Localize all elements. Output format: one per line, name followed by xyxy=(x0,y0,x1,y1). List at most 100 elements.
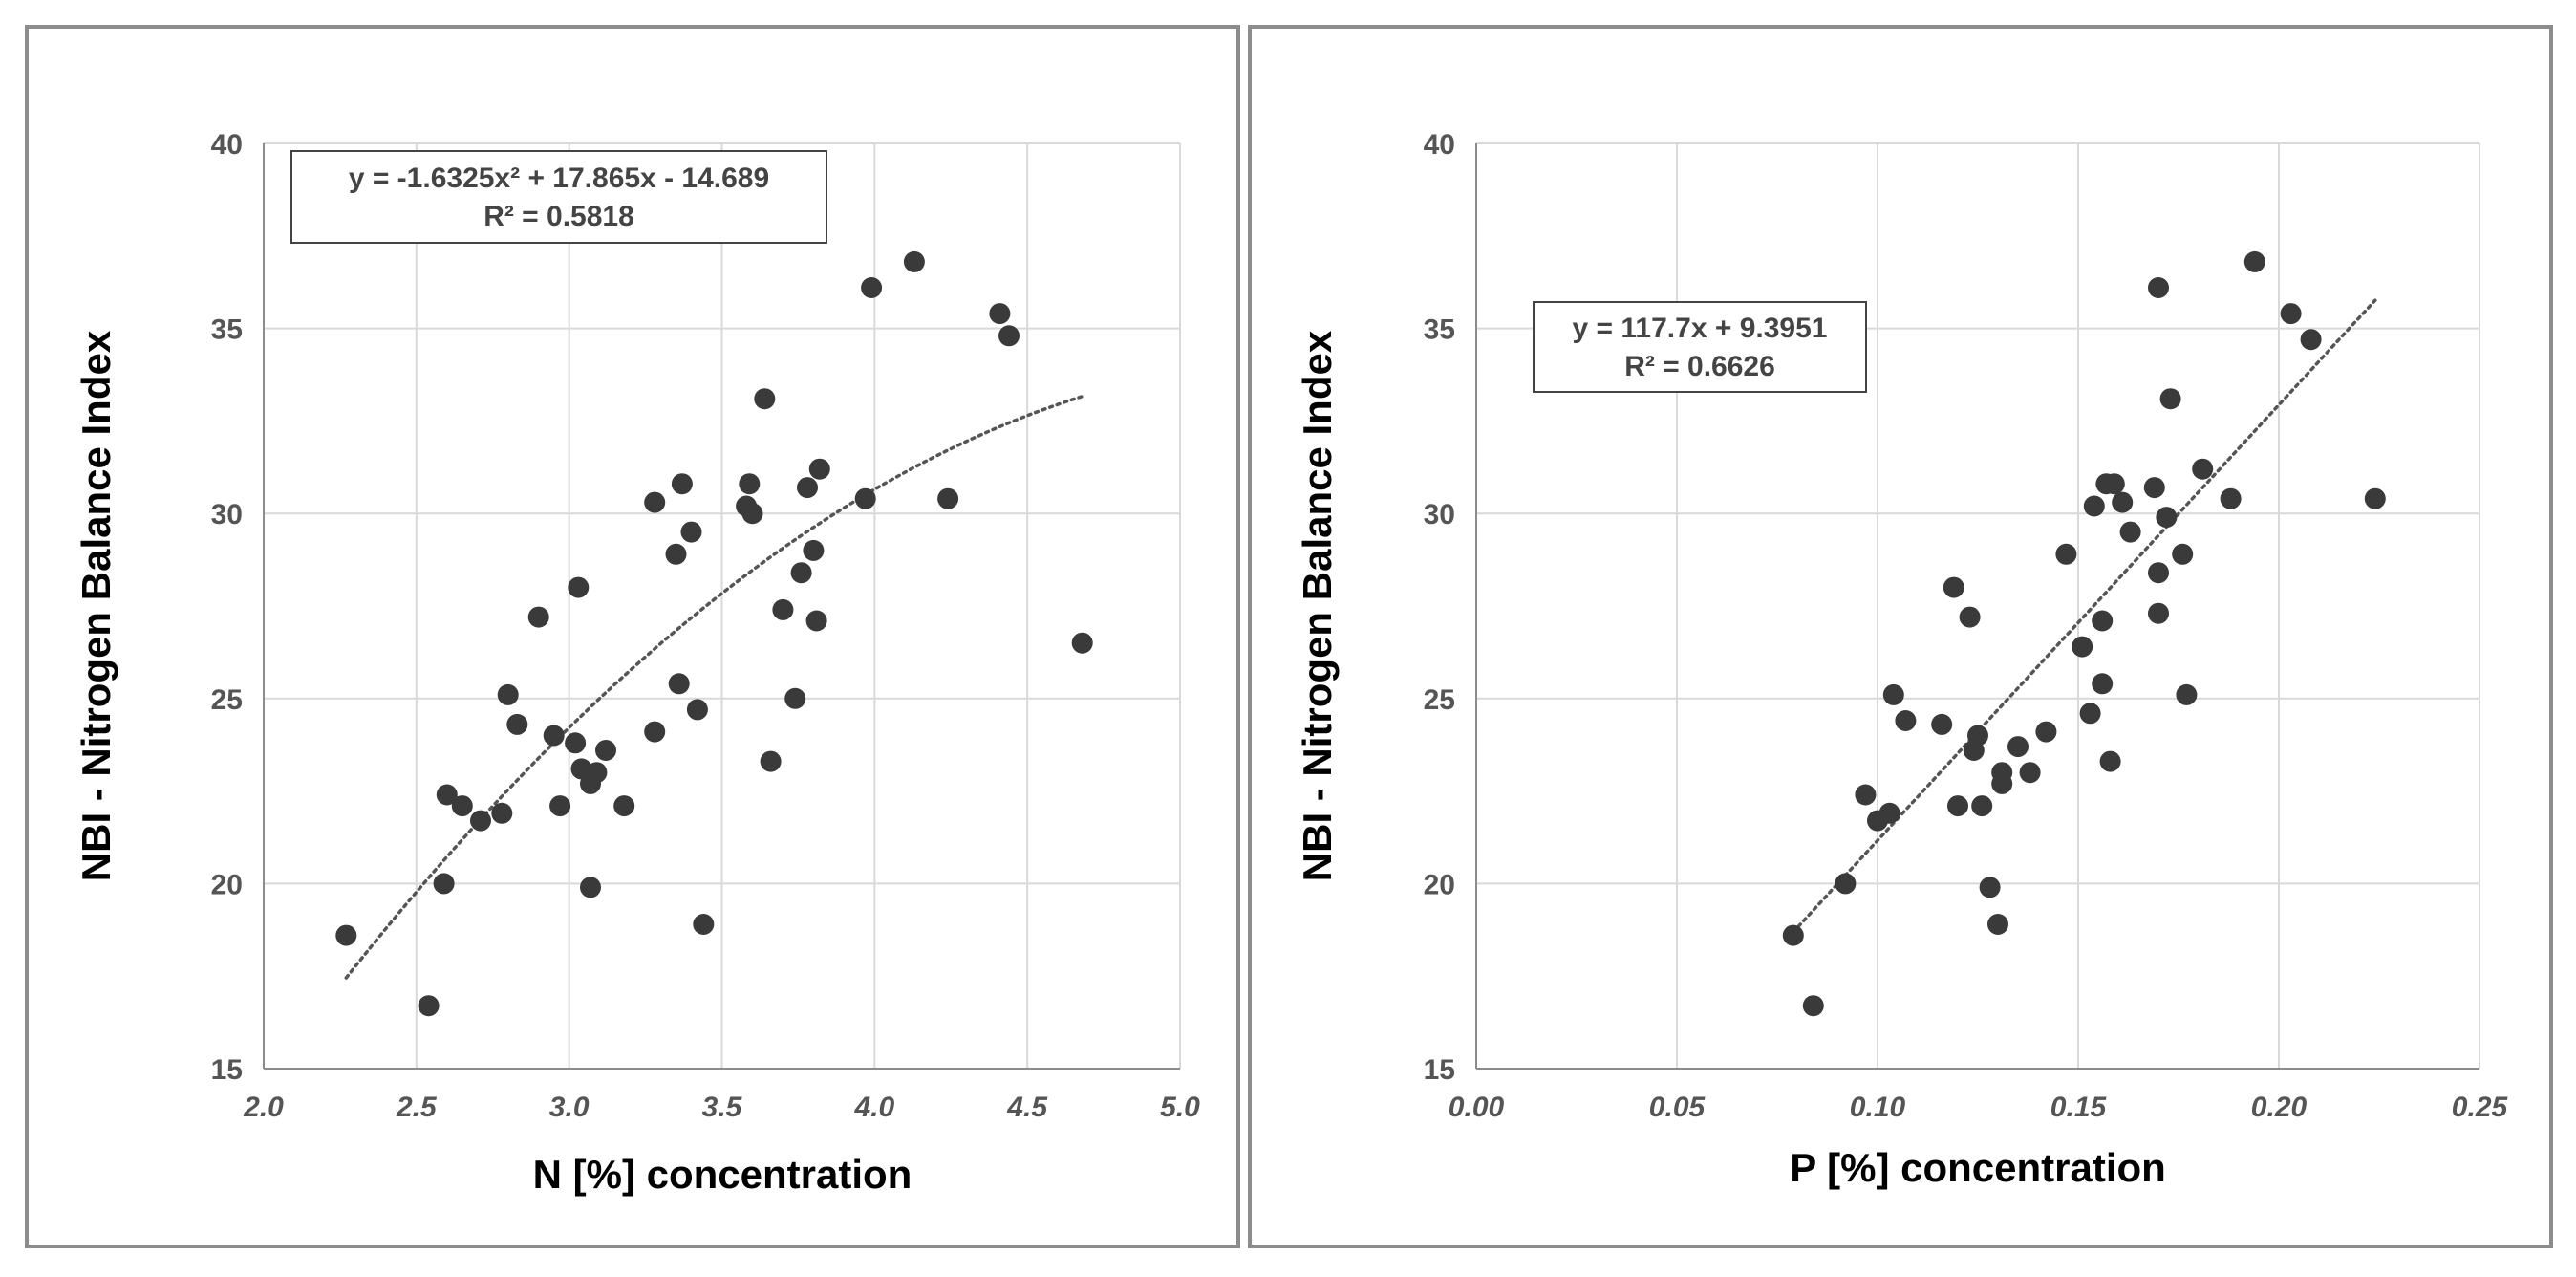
chart1-data-point xyxy=(644,491,666,513)
chart1-data-point xyxy=(680,521,702,543)
chart1-data-point xyxy=(586,762,608,784)
chart2-data-point xyxy=(1882,683,1904,705)
chart2-data-point xyxy=(2035,721,2057,743)
chart1-data-point xyxy=(671,473,693,495)
chart1-equation-box xyxy=(290,150,827,244)
chart2-data-point xyxy=(2083,495,2105,517)
chart2-data-point xyxy=(1782,924,1804,946)
chart1-x-tick-label: 5.0 xyxy=(1160,1092,1200,1123)
chart1-x-tick-label: 4.5 xyxy=(1006,1092,1048,1123)
chart1-data-point xyxy=(772,598,794,620)
chart2-data-point xyxy=(1967,725,1988,747)
chart1-data-point xyxy=(754,388,776,410)
chart2-data-point xyxy=(2072,636,2093,658)
chart1-trendline xyxy=(344,394,1084,980)
chart2-data-point xyxy=(2148,277,2169,298)
chart2-data-point xyxy=(2176,683,2198,705)
chart2-x-tick-label: 0.05 xyxy=(1649,1092,1707,1123)
chart1-data-point xyxy=(1071,632,1093,654)
chart2-plot: 0.00 0.05 0.10 0.15 0.20 0.25 15 20 25 30 35 40 P [%… xyxy=(1295,129,2509,1190)
chart1-data-point xyxy=(506,713,528,735)
chart2-data-point xyxy=(2364,487,2386,509)
chart1-data-point xyxy=(686,699,708,721)
chart1-x-axis-title: N [%] concentration xyxy=(533,1152,912,1197)
chart2-y-tick-label: 15 xyxy=(1424,1054,1455,1086)
chart1-data-point xyxy=(805,610,827,632)
chart1-data-point xyxy=(613,795,635,817)
chart1-data-point xyxy=(580,877,601,898)
chart1-data-point xyxy=(335,924,357,946)
chart1-data-point xyxy=(433,873,455,895)
chart1-data-point xyxy=(861,277,883,298)
chart2-x-tick-label: 0.00 xyxy=(1449,1092,1505,1123)
chart2-x-tick-label: 0.25 xyxy=(2452,1092,2509,1123)
chart2-data-point xyxy=(1878,802,1900,824)
chart1-data-point xyxy=(739,473,761,495)
chart2-data-point xyxy=(2148,562,2169,584)
chart2-y-tick-label: 35 xyxy=(1424,314,1455,346)
chart2-data-point xyxy=(1835,873,1857,895)
chart1-data-point xyxy=(497,683,519,705)
left-panel-frame xyxy=(25,25,1240,1248)
chart2-data-point xyxy=(2159,388,2181,410)
chart2-x-tick-label: 0.15 xyxy=(2050,1092,2108,1123)
chart1-data-point xyxy=(797,477,818,499)
chart1-data-point xyxy=(760,750,782,772)
chart2-data-point xyxy=(2092,610,2114,632)
chart1-data-point xyxy=(665,543,687,565)
chart1-equation-line2: R² = 0.5818 xyxy=(483,201,634,232)
chart2-y-tick-label: 40 xyxy=(1424,129,1455,161)
chart2-data-point xyxy=(2192,458,2214,480)
chart1-data-point xyxy=(790,562,812,584)
chart2-equation-box xyxy=(1533,301,1867,393)
chart1-data-point xyxy=(527,606,549,628)
chart1-data-point xyxy=(998,325,1020,347)
chart2-x-tick-label: 0.10 xyxy=(1850,1092,1906,1123)
chart1-x-tick-label: 3.5 xyxy=(702,1092,743,1123)
chart1-data-point xyxy=(693,914,715,935)
chart1-plot: 2.0 2.5 3.0 3.5 4.0 4.5 5.0 15 20 25 30 35 40 N [%] c… xyxy=(74,129,1200,1197)
chart1-y-axis-title: NBI - Nitrogen Balance Index xyxy=(74,330,118,881)
chart2-y-tick-label: 30 xyxy=(1424,499,1455,530)
chart2-data-point xyxy=(2099,750,2121,772)
chart1-data-point xyxy=(543,725,565,747)
chart2-data-point xyxy=(2243,250,2265,272)
right-panel-frame xyxy=(1248,25,2553,1248)
chart2-data-point xyxy=(2280,303,2302,325)
chart1-data-point xyxy=(470,810,491,832)
chart2-data-point xyxy=(2079,703,2101,725)
chart1-data-point xyxy=(418,995,440,1017)
chart1-x-tick-label: 2.0 xyxy=(243,1092,284,1123)
chart1-y-tick-label: 30 xyxy=(211,499,243,530)
chart1-data-point xyxy=(644,721,666,743)
chart1-data-point xyxy=(595,740,616,761)
chart1-x-tick-label: 2.5 xyxy=(396,1092,438,1123)
chart2-y-tick-label: 25 xyxy=(1424,684,1455,716)
chart2-data-point xyxy=(2156,507,2178,529)
chart2-data-point xyxy=(1855,784,1877,806)
chart2-data-point xyxy=(1802,995,1824,1017)
chart2-plot-area xyxy=(1476,143,2479,1069)
chart2-x-tick-label: 0.20 xyxy=(2251,1092,2308,1123)
chart2-data-point xyxy=(2148,602,2169,624)
chart2-data-point xyxy=(1979,877,2001,898)
chart1-data-point xyxy=(937,487,959,509)
chart1-data-point xyxy=(436,784,458,806)
chart2-data-point xyxy=(2019,762,2041,784)
chart2-data-point xyxy=(2103,473,2125,495)
chart2-data-point xyxy=(1947,795,1968,817)
chart1-data-point xyxy=(808,458,830,480)
chart1-data-point xyxy=(565,732,587,754)
chart1-data-point xyxy=(668,673,690,695)
chart2-data-point xyxy=(2300,329,2322,351)
chart1-data-point xyxy=(451,795,473,817)
chart1-x-tick-label: 3.0 xyxy=(549,1092,590,1123)
chart2-data-point xyxy=(2007,736,2029,758)
chart2-data-point xyxy=(2220,487,2242,509)
chart1-data-point xyxy=(784,687,806,709)
chart1-data-point xyxy=(491,802,513,824)
chart2-data-point xyxy=(1971,795,1993,817)
chart1-data-point xyxy=(854,487,876,509)
chart1-y-tick-label: 35 xyxy=(211,314,243,346)
